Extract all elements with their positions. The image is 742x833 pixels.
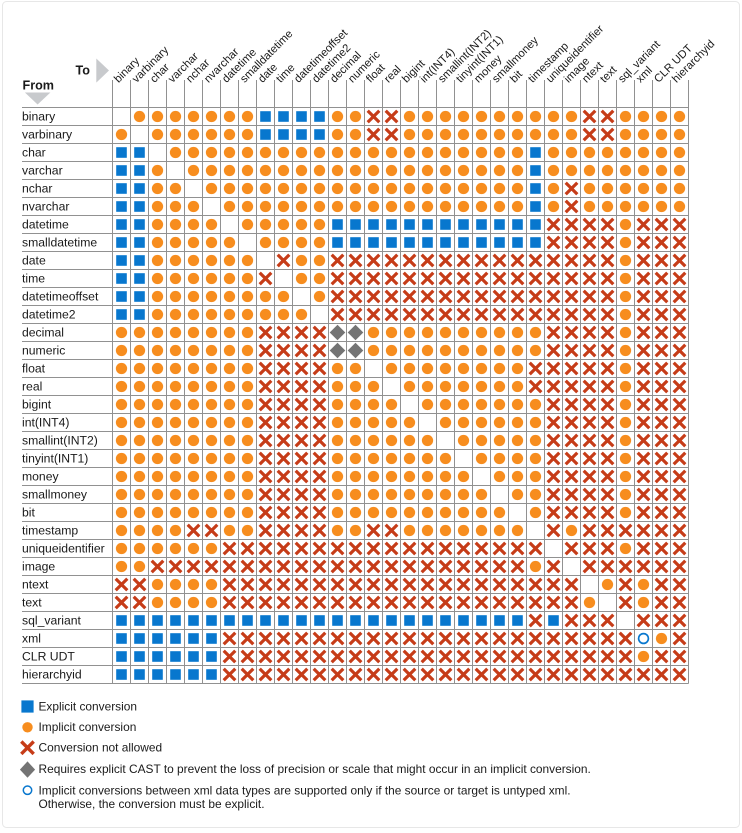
svg-text:date: date — [22, 254, 46, 268]
svg-text:datetime: datetime — [22, 218, 69, 232]
svg-text:Requires explicit CAST to prev: Requires explicit CAST to prevent the lo… — [39, 762, 591, 776]
svg-text:Implicit conversions between x: Implicit conversions between xml data ty… — [39, 784, 571, 798]
svg-text:sql_variant: sql_variant — [22, 614, 82, 628]
svg-text:hierarchyid: hierarchyid — [22, 668, 82, 682]
svg-text:nchar: nchar — [22, 182, 53, 196]
svg-text:timestamp: timestamp — [22, 524, 78, 538]
svg-text:datetime2: datetime2 — [22, 308, 76, 322]
svg-text:varbinary: varbinary — [22, 128, 73, 142]
svg-text:text: text — [22, 596, 42, 610]
svg-text:Implicit conversion: Implicit conversion — [39, 720, 137, 734]
svg-text:datetimeoffset: datetimeoffset — [22, 290, 99, 304]
svg-text:smallmoney: smallmoney — [22, 488, 88, 502]
svg-text:xml: xml — [22, 632, 41, 646]
svg-text:bit: bit — [22, 506, 35, 520]
svg-text:nvarchar: nvarchar — [22, 200, 69, 214]
svg-text:tinyint(INT1): tinyint(INT1) — [22, 452, 88, 466]
svg-text:Otherwise, the conversion must: Otherwise, the conversion must be explic… — [39, 797, 265, 811]
svg-text:bigint: bigint — [22, 398, 52, 412]
svg-text:money: money — [22, 470, 59, 484]
svg-text:int(INT4): int(INT4) — [22, 416, 69, 430]
svg-text:smalldatetime: smalldatetime — [22, 236, 97, 250]
svg-text:time: time — [22, 272, 45, 286]
svg-text:ntext: ntext — [22, 578, 49, 592]
svg-text:binary: binary — [22, 110, 56, 124]
svg-text:char: char — [22, 146, 46, 160]
svg-text:image: image — [22, 560, 55, 574]
svg-text:numeric: numeric — [22, 344, 65, 358]
svg-text:float: float — [22, 362, 46, 376]
svg-text:Explicit conversion: Explicit conversion — [39, 700, 137, 714]
svg-text:real: real — [22, 380, 42, 394]
svg-text:uniqueidentifier: uniqueidentifier — [22, 542, 105, 556]
svg-text:varchar: varchar — [22, 164, 63, 178]
svg-text:To: To — [76, 63, 91, 77]
svg-text:From: From — [23, 79, 54, 93]
svg-text:Conversion not allowed: Conversion not allowed — [39, 741, 163, 755]
svg-text:decimal: decimal — [22, 326, 64, 340]
svg-text:CLR UDT: CLR UDT — [22, 650, 75, 664]
svg-text:smallint(INT2): smallint(INT2) — [22, 434, 98, 448]
